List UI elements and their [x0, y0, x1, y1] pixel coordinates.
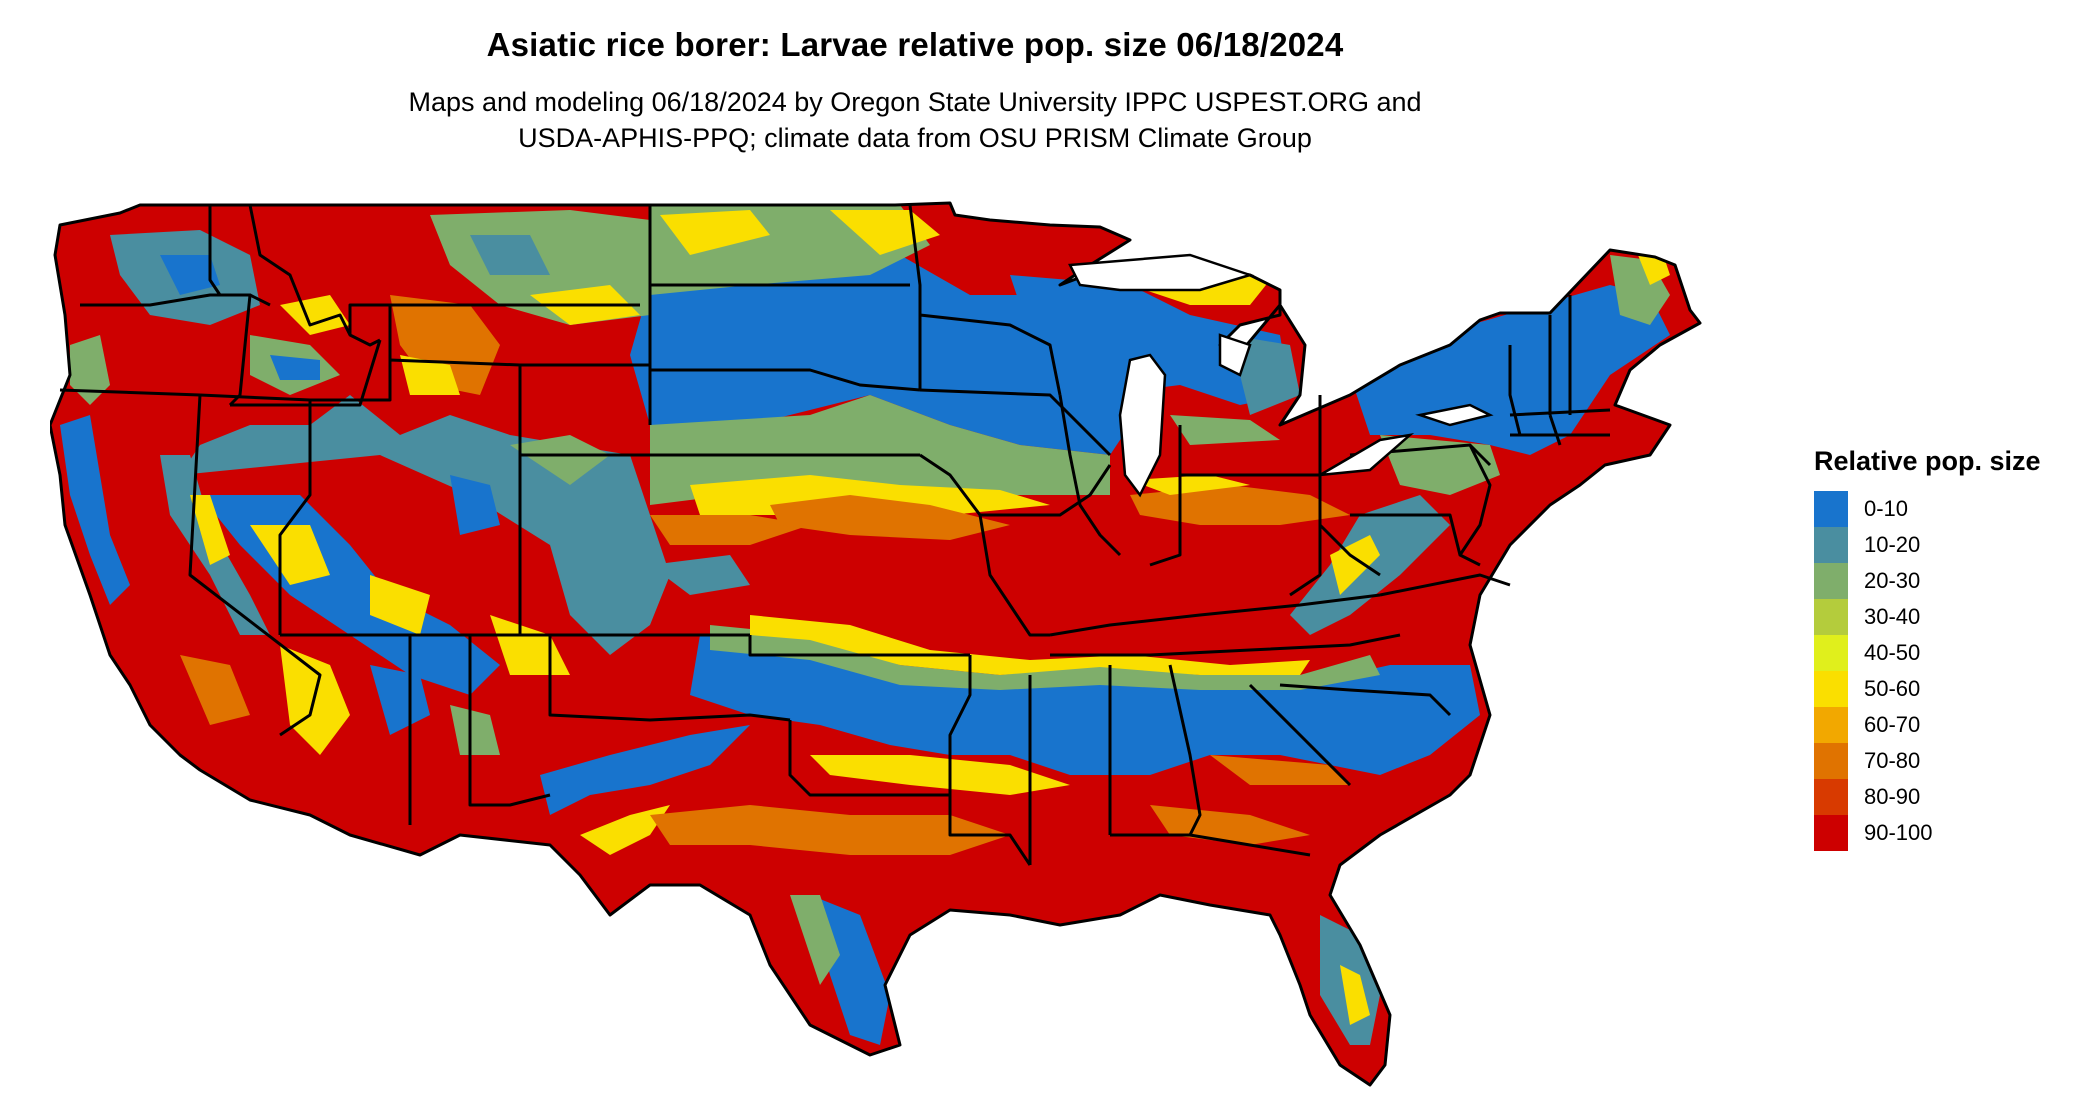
legend-item: 70-80 [1814, 743, 2084, 779]
state-borders [48, 201, 1702, 1087]
legend-label: 50-60 [1864, 676, 1921, 701]
legend-swatch [1814, 779, 1848, 815]
legend-item: 40-50 [1814, 635, 2084, 671]
legend-item: 90-100 [1814, 815, 2084, 851]
map-title: Asiatic rice borer: Larvae relative pop.… [486, 26, 1344, 63]
legend-label: 70-80 [1864, 748, 1921, 773]
legend-label: 0-10 [1864, 496, 1909, 521]
legend-swatch [1814, 815, 1848, 851]
legend-item: 20-30 [1814, 563, 2084, 599]
legend-items: 0-10 10-20 20-30 30-40 40-50 50-60 60-70 70-80 8… [1814, 491, 2084, 851]
subtitle-line-2: USDA-APHIS-PPQ; climate data from OSU PR… [518, 123, 1312, 153]
us-map-svg [48, 201, 1702, 1087]
legend-label: 20-30 [1864, 568, 1921, 593]
legend-title: Relative pop. size [1814, 446, 2041, 476]
legend-item: 60-70 [1814, 707, 2084, 743]
legend-label: 10-20 [1864, 532, 1921, 557]
legend-swatch [1814, 563, 1848, 599]
legend-swatch [1814, 707, 1848, 743]
legend-item: 80-90 [1814, 779, 2084, 815]
legend-item: 50-60 [1814, 671, 2084, 707]
map-subtitle: Maps and modeling 06/18/2024 by Oregon S… [0, 84, 1830, 156]
subtitle-line-1: Maps and modeling 06/18/2024 by Oregon S… [408, 87, 1422, 117]
legend: Relative pop. size 0-10 10-20 20-30 30-40 40… [1814, 446, 2084, 851]
us-map [48, 195, 1770, 1115]
eastern-lakes [1319, 403, 1494, 477]
legend-swatch [1814, 491, 1848, 527]
legend-label: 40-50 [1864, 640, 1921, 665]
legend-swatch [1814, 743, 1848, 779]
great-lakes [1068, 253, 1255, 498]
legend-label: 80-90 [1864, 784, 1921, 809]
legend-swatch [1814, 527, 1848, 563]
legend-label: 90-100 [1864, 820, 1933, 845]
legend-swatch [1814, 671, 1848, 707]
legend-item: 10-20 [1814, 527, 2084, 563]
legend-swatch [1814, 599, 1848, 635]
legend-label: 30-40 [1864, 604, 1921, 629]
legend-swatch [1814, 635, 1848, 671]
legend-item: 30-40 [1814, 599, 2084, 635]
legend-label: 60-70 [1864, 712, 1921, 737]
legend-item: 0-10 [1814, 491, 2084, 527]
